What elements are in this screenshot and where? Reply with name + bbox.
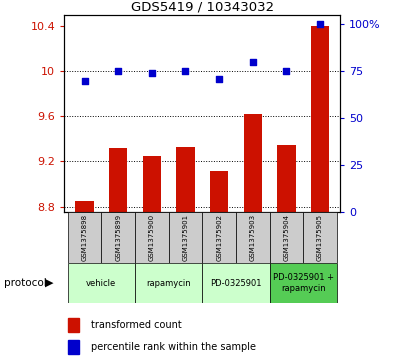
Bar [270,212,303,263]
Text: percentile rank within the sample: percentile rank within the sample [91,342,256,352]
Point [182,69,189,74]
Bar [75,201,94,212]
Text: GSM1375899: GSM1375899 [115,214,121,261]
Text: rapamycin: rapamycin [146,279,191,287]
Bar [203,212,236,263]
Bar [270,263,337,303]
Bar [168,212,203,263]
Text: GSM1375903: GSM1375903 [250,214,256,261]
Bar [176,147,195,212]
Point [216,76,222,82]
Bar [143,156,161,212]
Text: PD-0325901 +
rapamycin: PD-0325901 + rapamycin [273,273,334,293]
Bar [68,339,79,354]
Bar [101,212,135,263]
Text: GSM1375898: GSM1375898 [81,214,88,261]
Text: GSM1375901: GSM1375901 [183,214,188,261]
Bar [277,144,296,212]
Point [249,59,256,65]
Bar [303,212,337,263]
Text: GSM1375905: GSM1375905 [317,214,323,261]
Bar [109,148,127,212]
Bar [203,263,270,303]
Bar [244,114,262,212]
Point [149,70,155,76]
Bar [68,263,135,303]
Bar [135,263,203,303]
Bar [135,212,168,263]
Text: ▶: ▶ [45,278,53,288]
Text: GSM1375902: GSM1375902 [216,214,222,261]
Point [115,69,122,74]
Text: GSM1375904: GSM1375904 [283,214,289,261]
Point [317,21,323,27]
Bar [210,171,228,212]
Text: vehicle: vehicle [86,279,117,287]
Text: GSM1375900: GSM1375900 [149,214,155,261]
Bar [68,318,79,332]
Bar [311,26,330,212]
Text: transformed count: transformed count [91,320,181,330]
Bar [236,212,270,263]
Text: protocol: protocol [4,278,47,288]
Bar [68,212,101,263]
Point [81,78,88,84]
Title: GDS5419 / 10343032: GDS5419 / 10343032 [131,0,274,13]
Point [283,69,290,74]
Text: PD-0325901: PD-0325901 [210,279,262,287]
